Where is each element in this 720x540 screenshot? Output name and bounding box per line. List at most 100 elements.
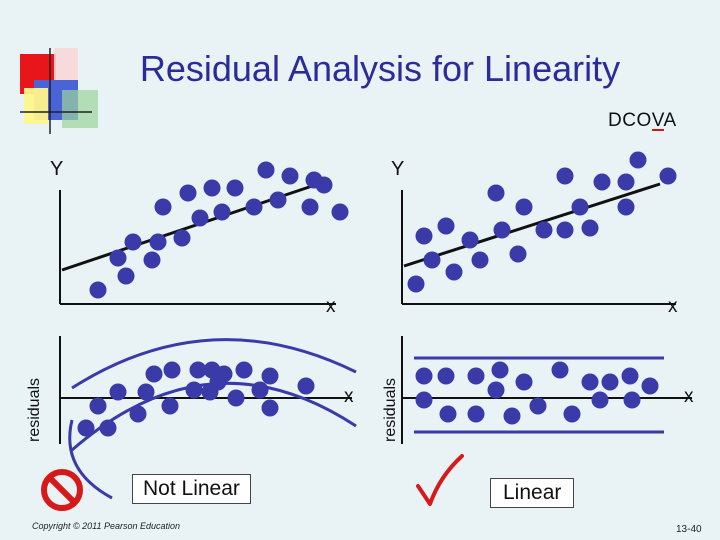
scatter-left-point [149,233,167,251]
scatter-left-point [281,167,299,185]
resid-left-point [77,419,95,437]
data-points [77,151,677,437]
resid-right-point [467,367,485,385]
resid-right-point [551,361,569,379]
scatter-left-point [315,176,333,194]
resid-left-point [261,367,279,385]
checkmark-icon [416,454,464,506]
scatter-left-point [245,198,263,216]
y-axis-label-left: Y [50,158,64,180]
resid-right-point [487,381,505,399]
resid-right-point [591,391,609,409]
scatter-right-point [437,217,455,235]
resid-right-point [515,373,533,391]
scatter-right-point [556,221,574,239]
resid-right-point [415,367,433,385]
resid-left-point [185,381,203,399]
scatter-right-point [593,173,611,191]
curve-band-upper [71,338,357,390]
residual-right-axes [401,336,692,444]
scatter-right-axes [401,182,676,305]
scatter-right-point [445,263,463,281]
scatter-left-point [213,203,231,221]
scatter-left-point [269,191,287,209]
scatter-right-point [617,198,635,216]
corner-decoration [20,48,98,134]
resid-right-point [503,407,521,425]
scatter-left-point [301,198,319,216]
resid-left-point [99,419,117,437]
resid-left-point [137,383,155,401]
resid-right-point [491,361,509,379]
verdict-not-linear: Not Linear [132,474,251,504]
scatter-left-point [257,161,275,179]
page-number: 13-40 [676,524,702,535]
scatter-left-point [109,249,127,267]
resid-right-point [467,405,485,423]
scatter-right-point [407,275,425,293]
scatter-right-point [423,251,441,269]
resid-left-point [251,381,269,399]
resid-left-point [161,397,179,415]
scatter-left-point [179,184,197,202]
resid-left-point [89,397,107,415]
section-tag-highlight: V [651,110,664,131]
scatter-left-point [203,179,221,197]
resid-right-point [581,373,599,391]
resid-right-point [621,367,639,385]
scatter-right-point [471,251,489,269]
prohibition-icon [41,469,83,511]
scatter-left-point [331,203,349,221]
resid-right-point [623,391,641,409]
y-axis-label-right: Y [391,158,405,180]
verdict-linear: Linear [490,478,575,508]
resid-left-point [235,361,253,379]
scatter-left-point [154,198,172,216]
scatter-right-point [617,173,635,191]
fit-line-right [403,182,661,268]
scatter-left-point [173,229,191,247]
resid-right-point [529,397,547,415]
scatter-right-point [659,167,677,185]
resid-left-point [129,405,147,423]
x-axis-label-left-bottom: x [344,386,354,407]
x-axis-label-right-bottom: x [684,386,694,407]
resid-left-point [145,365,163,383]
scatter-right-point [629,151,647,169]
scatter-right-point [571,198,589,216]
scatter-left-point [191,209,209,227]
resid-left-point [227,389,245,407]
scatter-right-point [461,231,479,249]
x-axis-label-left-top: x [326,296,336,317]
section-tag: DCOVA [608,110,677,131]
resid-right-point [601,373,619,391]
x-axis-label-right-top: x [668,296,678,317]
resid-right-point [437,367,455,385]
resid-left-point [109,383,127,401]
scatter-right-point [515,198,533,216]
resid-left-point [163,361,181,379]
slide-title: Residual Analysis for Linearity [139,48,621,89]
scatter-right-point [535,221,553,239]
scatter-right-point [556,167,574,185]
resid-right-point [439,405,457,423]
scatter-left-point [124,233,142,251]
resid-right-point [415,391,433,409]
resid-left-point [261,399,279,417]
scatter-right-point [415,227,433,245]
copyright: Copyright © 2011 Pearson Education [32,521,181,531]
scatter-left-point [117,267,135,285]
resid-left-point [215,365,233,383]
resid-right-point [641,377,659,395]
resid-left-point [189,361,207,379]
scatter-right-point [487,184,505,202]
scatter-left-point [226,179,244,197]
scatter-right-point [509,245,527,263]
curve-band-tail [68,419,113,500]
resid-left-point [297,377,315,395]
scatter-right-point [493,221,511,239]
scatter-right-point [581,219,599,237]
scatter-left-point [143,251,161,269]
